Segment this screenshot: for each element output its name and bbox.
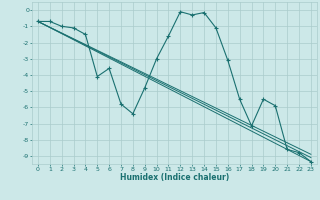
X-axis label: Humidex (Indice chaleur): Humidex (Indice chaleur) — [120, 173, 229, 182]
